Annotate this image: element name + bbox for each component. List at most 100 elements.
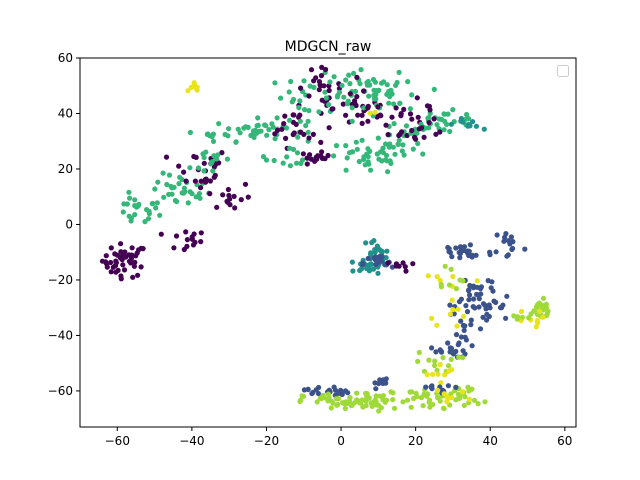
scatter-point (435, 371, 441, 377)
scatter-point (453, 384, 459, 390)
scatter-point (378, 405, 384, 411)
scatter-point (464, 111, 470, 118)
scatter-point (169, 185, 175, 191)
scatter-point (427, 404, 433, 410)
scatter-point (353, 139, 359, 145)
scatter-point (481, 126, 487, 132)
scatter-point (359, 120, 365, 126)
scatter-point (376, 259, 382, 265)
scatter-point (138, 264, 144, 270)
scatter-point (144, 207, 150, 213)
scatter-point (392, 151, 398, 157)
scatter-point (323, 95, 329, 101)
scatter-point (282, 113, 288, 119)
scatter-point (413, 390, 419, 396)
scatter-point (435, 387, 441, 393)
scatter-point (465, 384, 471, 390)
scatter-point (374, 151, 380, 157)
scatter-point (306, 135, 312, 141)
scatter-point (457, 255, 463, 261)
scatter-point (263, 157, 270, 163)
scatter-point (396, 263, 402, 269)
scatter-point (231, 193, 237, 199)
scatter-point (466, 396, 473, 402)
scatter-point (366, 93, 372, 99)
scatter-point (395, 141, 401, 147)
y-tick-label: 40 (58, 106, 73, 120)
scatter-point (453, 286, 459, 292)
scatter-point (356, 158, 362, 165)
scatter-point (354, 74, 360, 80)
scatter-point (351, 70, 357, 76)
scatter-point (393, 105, 399, 111)
scatter-point (477, 326, 484, 332)
scatter-point (448, 121, 454, 127)
scatter-point (207, 191, 213, 197)
scatter-point (460, 313, 467, 319)
scatter-point (432, 358, 438, 364)
scatter-point (397, 100, 403, 106)
scatter-point (192, 178, 198, 184)
scatter-point (354, 397, 360, 403)
scatter-point (185, 200, 191, 206)
scatter-point (363, 390, 369, 396)
x-tick-label: 20 (408, 434, 423, 448)
scatter-point (442, 263, 448, 269)
scatter-point (467, 292, 473, 298)
x-tick-label: 40 (483, 434, 498, 448)
scatter-point (255, 115, 261, 121)
scatter-point (404, 397, 411, 403)
scatter-point (533, 324, 539, 330)
scatter-point (181, 246, 187, 253)
scatter-point (468, 322, 474, 328)
scatter-point (296, 114, 302, 120)
scatter-point (407, 389, 413, 395)
scatter-point (308, 67, 315, 73)
scatter-point (418, 125, 425, 131)
scatter-point (227, 202, 233, 208)
scatter-point (272, 131, 278, 137)
scatter-point (343, 143, 349, 149)
scatter-point (458, 115, 464, 122)
scatter-point (304, 161, 310, 167)
scatter-point (420, 151, 426, 157)
scatter-point (354, 390, 360, 396)
scatter-point (201, 160, 207, 166)
scatter-point (306, 108, 312, 114)
scatter-point (408, 404, 414, 410)
scatter-point (130, 274, 136, 280)
scatter-point (325, 391, 331, 397)
scatter-point (451, 311, 457, 317)
scatter-point (367, 110, 373, 116)
scatter-point (522, 246, 528, 252)
scatter-point (363, 240, 369, 246)
scatter-point (357, 267, 363, 274)
scatter-point (132, 197, 138, 203)
scatter-point (501, 238, 507, 244)
scatter-point (466, 287, 472, 293)
scatter-point (318, 139, 324, 145)
scatter-point (504, 293, 510, 299)
scatter-point (473, 123, 479, 129)
scatter-point (519, 314, 526, 320)
scatter-point (278, 95, 284, 101)
scatter-point (421, 391, 427, 397)
scatter-point (328, 405, 334, 411)
scatter-point (471, 296, 477, 302)
chart-title: MDGCN_raw (285, 39, 372, 55)
scatter-point (179, 176, 185, 183)
scatter-point (425, 115, 431, 121)
scatter-point (415, 140, 421, 147)
scatter-point (365, 146, 371, 152)
scatter-point (183, 178, 189, 184)
scatter-point (540, 314, 546, 320)
scatter-point (295, 134, 301, 140)
scatter-point (132, 212, 138, 218)
scatter-point (311, 78, 317, 84)
scatter-point (453, 332, 460, 338)
scatter-point (245, 194, 251, 200)
scatter-point (476, 304, 482, 310)
scatter-point (360, 262, 366, 268)
scatter-point (349, 259, 355, 265)
scatter-point (153, 205, 159, 211)
